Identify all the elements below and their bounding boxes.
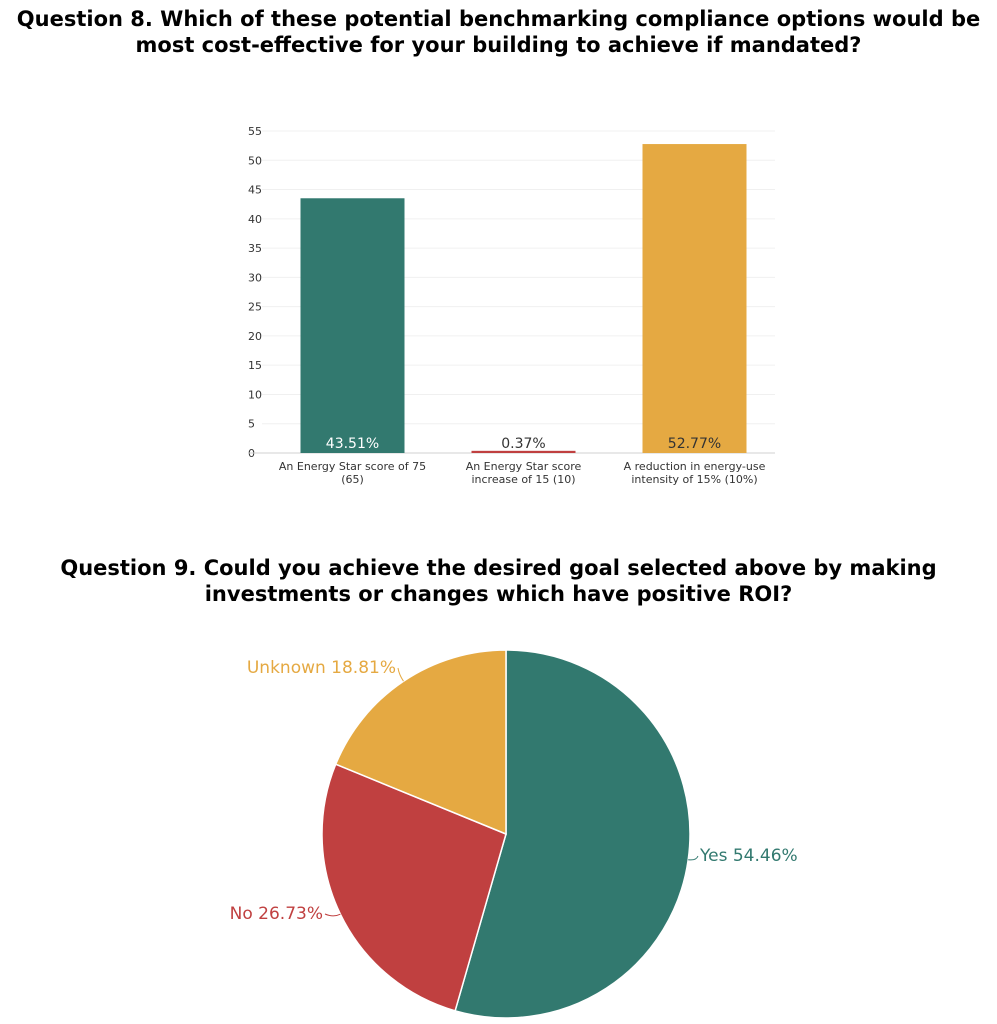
pie-leader-line: [397, 667, 404, 682]
x-tick-label: (65): [341, 473, 364, 486]
y-tick-label: 10: [248, 388, 262, 401]
question-8-title-line1: Question 8. Which of these potential ben…: [16, 7, 981, 31]
question-9-title-line2: investments or changes which have positi…: [204, 582, 793, 606]
bar: [471, 450, 576, 453]
x-tick-label: A reduction in energy-use: [624, 460, 766, 473]
question-8-title-line2: most cost-effective for your building to…: [135, 33, 862, 57]
y-tick-label: 15: [248, 359, 262, 372]
x-tick-label: An Energy Star score: [466, 460, 582, 473]
x-tick-label: intensity of 15% (10%): [631, 473, 757, 486]
x-tick-label: An Energy Star score of 75: [279, 460, 426, 473]
pie-slice: [321, 763, 507, 1012]
bar-value-label: 52.77%: [668, 436, 721, 452]
y-tick-label: 55: [248, 125, 262, 138]
question-8-title: Question 8. Which of these potential ben…: [0, 6, 997, 58]
y-tick-label: 25: [248, 301, 262, 314]
pie-leader-line: [324, 913, 341, 917]
y-tick-label: 45: [248, 184, 262, 197]
y-tick-label: 5: [248, 418, 255, 431]
y-tick-label: 20: [248, 330, 262, 343]
bar-chart: 051015202530354045505543.51%An Energy St…: [248, 125, 775, 486]
y-tick-label: 40: [248, 213, 262, 226]
y-tick-label: 50: [248, 154, 262, 167]
pie-slice-label: Unknown 18.81%: [247, 658, 396, 678]
pie-leader-line: [688, 855, 699, 861]
pie-slice-label: Yes 54.46%: [699, 846, 798, 866]
bar-value-label: 43.51%: [326, 436, 379, 452]
x-tick-label: increase of 15 (10): [471, 473, 575, 486]
pie-slice: [334, 649, 507, 836]
pie-slice-label: No 26.73%: [230, 904, 323, 924]
y-tick-label: 30: [248, 271, 262, 284]
bar: [642, 144, 747, 453]
question-9-title-line1: Question 9. Could you achieve the desire…: [60, 556, 937, 580]
bar: [300, 198, 405, 453]
bar-value-label: 0.37%: [501, 436, 545, 452]
question-9-title: Question 9. Could you achieve the desire…: [0, 555, 997, 607]
y-tick-label: 35: [248, 242, 262, 255]
